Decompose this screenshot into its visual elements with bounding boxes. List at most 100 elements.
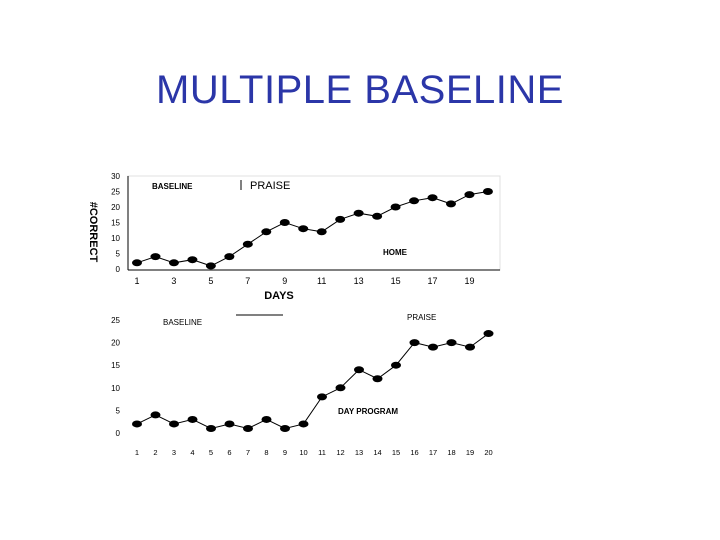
bottom-praise-label: PRAISE (407, 313, 436, 322)
bottom-data-point (206, 424, 216, 432)
bottom-data-point (187, 415, 198, 423)
top-data-point (298, 225, 309, 233)
bottom-x-tick-label: 11 (318, 448, 326, 457)
bottom-x-tick-label: 8 (264, 448, 268, 457)
top-setting-label: HOME (383, 248, 408, 257)
bottom-y-tick-label: 5 (116, 406, 121, 415)
bottom-x-tick-label: 1 (135, 448, 139, 457)
bottom-x-tick-label: 14 (373, 448, 381, 457)
bottom-data-point (391, 361, 401, 369)
bottom-data-point (317, 393, 327, 401)
top-x-axis-label: DAYS (264, 290, 294, 302)
bottom-x-tick-label: 7 (246, 448, 250, 457)
top-y-tick-label: 15 (111, 219, 120, 228)
bottom-y-tick-label: 0 (116, 429, 121, 438)
top-data-point (279, 219, 290, 226)
bottom-x-tick-label: 15 (392, 448, 400, 457)
bottom-x-tick-label: 10 (299, 448, 307, 457)
top-data-point (187, 256, 198, 264)
top-data-point (445, 200, 456, 208)
bottom-y-tick-label: 25 (111, 316, 120, 325)
top-praise-label: PRAISE (250, 180, 290, 192)
top-x-tick-label: 1 (134, 276, 139, 286)
bottom-x-tick-label: 20 (484, 448, 492, 457)
bottom-x-tick-label: 4 (190, 448, 194, 457)
bottom-data-point (409, 339, 420, 347)
bottom-x-tick-label: 16 (410, 448, 418, 457)
top-data-point (150, 253, 161, 261)
top-series (132, 188, 493, 270)
bottom-x-tick-label: 18 (447, 448, 455, 457)
bottom-y-tick-label: 10 (111, 384, 120, 393)
bottom-x-tick-label: 3 (172, 448, 176, 457)
bottom-data-point (280, 424, 290, 432)
bottom-y-ticks: 0 5 10 15 20 25 (111, 316, 120, 438)
bottom-data-point (132, 420, 142, 428)
top-x-tick-label: 9 (282, 276, 287, 286)
bottom-data-point (372, 375, 383, 383)
bottom-y-tick-label: 15 (111, 361, 120, 370)
bottom-data-point (335, 384, 346, 392)
top-y-tick-label: 30 (111, 172, 120, 181)
top-y-tick-label: 10 (111, 234, 120, 243)
bottom-data-point (150, 411, 161, 419)
top-panel: #CORRECT DAYS BASELINE PRAISE HOME 0 5 10 1… (87, 172, 501, 302)
bottom-x-tick-label: 17 (429, 448, 437, 457)
top-data-point (409, 197, 420, 205)
bottom-x-tick-label: 19 (466, 448, 474, 457)
bottom-x-tick-label: 9 (283, 448, 287, 457)
top-y-axis-label: #CORRECT (87, 202, 99, 263)
bottom-data-point (483, 330, 494, 338)
bottom-x-ticks: 1 2 3 4 5 6 7 8 9 10 11 12 13 14 15 16 17 18 19 20 (135, 448, 493, 457)
top-data-point (372, 212, 383, 220)
top-y-tick-label: 0 (116, 265, 121, 274)
top-x-tick-label: 17 (428, 276, 438, 286)
bottom-x-tick-label: 13 (355, 448, 363, 457)
top-series-line (136, 191, 489, 267)
top-data-point (335, 215, 346, 223)
top-data-point (205, 262, 216, 270)
top-data-point (316, 228, 327, 236)
top-data-point (132, 259, 142, 267)
top-x-ticks: 1 3 5 7 9 11 13 15 17 19 (134, 276, 474, 286)
top-data-point (168, 259, 179, 267)
bottom-series (132, 330, 494, 432)
top-y-ticks: 0 5 10 15 20 25 30 (111, 172, 120, 274)
bottom-data-point (261, 415, 272, 423)
bottom-x-tick-label: 12 (336, 448, 344, 457)
bottom-data-point (243, 424, 253, 432)
top-data-point (353, 209, 364, 217)
bottom-data-point (428, 343, 438, 351)
top-data-point (482, 188, 493, 195)
bottom-data-point (465, 343, 475, 351)
slide-title: MULTIPLE BASELINE (156, 68, 564, 112)
top-x-tick-label: 15 (391, 276, 401, 286)
top-data-point (390, 203, 401, 211)
bottom-setting-label: DAY PROGRAM (338, 407, 398, 416)
bottom-data-point (298, 420, 309, 428)
top-data-point (242, 240, 253, 248)
top-data-point (261, 228, 272, 236)
top-y-tick-label: 20 (111, 203, 120, 212)
top-y-tick-label: 5 (116, 250, 121, 259)
bottom-baseline-label: BASELINE (163, 318, 202, 327)
top-x-tick-label: 5 (208, 276, 213, 286)
top-data-point (224, 253, 235, 261)
top-x-tick-label: 11 (317, 276, 326, 286)
bottom-data-point (446, 339, 457, 347)
bottom-x-tick-label: 6 (227, 448, 231, 457)
bottom-data-point (224, 420, 235, 428)
top-x-tick-label: 3 (171, 276, 176, 286)
top-data-point (464, 191, 475, 199)
bottom-data-point (169, 420, 179, 428)
top-data-point (427, 194, 438, 202)
bottom-x-tick-label: 5 (209, 448, 213, 457)
top-x-tick-label: 13 (354, 276, 364, 286)
bottom-data-point (354, 366, 364, 374)
top-baseline-label: BASELINE (152, 182, 193, 191)
bottom-y-tick-label: 20 (111, 339, 120, 348)
top-x-tick-label: 7 (245, 276, 250, 286)
top-x-tick-label: 19 (464, 276, 474, 286)
